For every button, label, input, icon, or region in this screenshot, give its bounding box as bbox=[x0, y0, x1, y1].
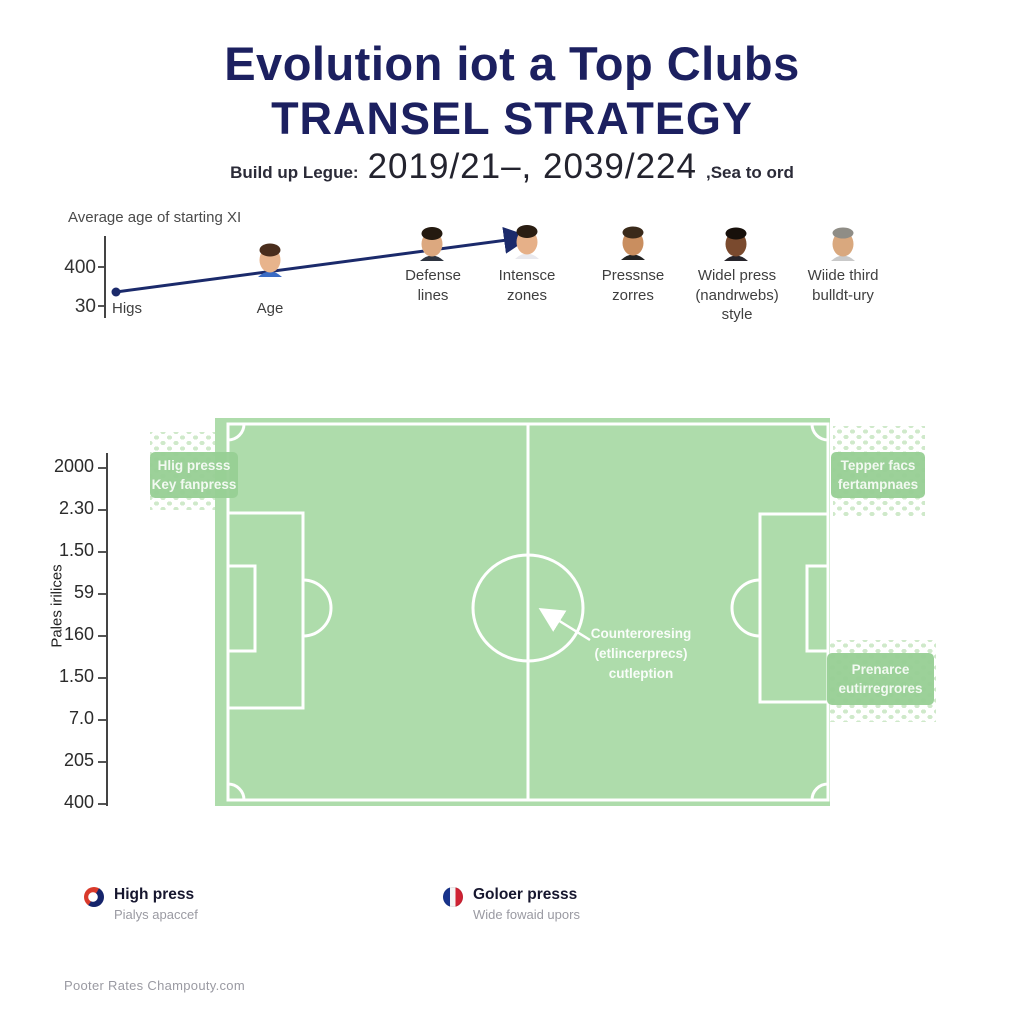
pitch-label-line: eutirregrores bbox=[838, 681, 923, 696]
pitch-ytick: 1.50 bbox=[58, 540, 94, 560]
milestone-label: Wiide third bulldt-ury bbox=[808, 266, 879, 305]
top-chart-axis-label: Average age of starting XI bbox=[68, 209, 242, 226]
goal-area-right bbox=[805, 564, 830, 653]
pitch-label-line: fertampnaes bbox=[837, 477, 919, 492]
player-head-icon bbox=[258, 243, 282, 277]
tick-mark bbox=[98, 467, 106, 469]
subtitle-prefix: Build up Legue: bbox=[230, 163, 359, 182]
pitch-ytick: 2000 bbox=[53, 456, 94, 476]
pitch-lines bbox=[226, 422, 830, 802]
tick-mark bbox=[98, 761, 106, 763]
subtitle-seasons: 2019/21–, 2039/224 bbox=[367, 147, 697, 186]
corner-arc bbox=[810, 782, 829, 801]
x-label-age: Age bbox=[256, 300, 284, 317]
subtitle-suffix: ,Sea to ord bbox=[706, 163, 794, 182]
subtitle: Build up Legue: 2019/21–, 2039/224 ,Sea … bbox=[0, 147, 1024, 187]
milestone-line: Pressnse bbox=[601, 267, 665, 284]
player-head-icon bbox=[724, 227, 748, 261]
milestone-line: zones bbox=[506, 286, 548, 304]
pitch-label-line: Tepper facs bbox=[840, 458, 916, 473]
tick-mark bbox=[98, 593, 106, 595]
top-chart-ytick-400: 400 bbox=[64, 257, 96, 278]
milestone-line: style bbox=[721, 306, 753, 323]
pitch-label-line: Hlig presss bbox=[157, 458, 231, 473]
pitch-label-top-left: Hlig presss Key fanpress bbox=[150, 452, 238, 498]
tick-mark bbox=[98, 509, 106, 511]
penalty-arc-right bbox=[730, 578, 761, 638]
corner-arc bbox=[227, 423, 246, 442]
pitch-ytick: 59 bbox=[73, 582, 94, 602]
legend-title: High press bbox=[114, 886, 195, 903]
penalty-area-left bbox=[226, 511, 305, 710]
milestone-line: lines bbox=[417, 286, 449, 304]
trend-line-chart bbox=[111, 226, 531, 297]
player-head-icon bbox=[515, 225, 539, 259]
milestone-line: Widel press bbox=[697, 267, 777, 284]
player-head-icon bbox=[831, 227, 855, 261]
pitch-ytick: 400 bbox=[63, 792, 94, 812]
pitch-ytick: 2.30 bbox=[58, 498, 94, 518]
pitch-center-note: Counteroresing (etlincerprecs) cutleptio… bbox=[577, 624, 705, 684]
tick-mark bbox=[98, 719, 106, 721]
legend-item-goloer-press: Goloer presss Wide fowaid upors bbox=[443, 886, 580, 922]
tick-mark bbox=[98, 305, 105, 307]
legend-title: Goloer presss bbox=[473, 886, 578, 903]
player-head-icon bbox=[420, 227, 444, 261]
milestone-line: bulldt-ury bbox=[812, 286, 874, 304]
milestone-line: Defense bbox=[405, 267, 461, 284]
annotation-arrow bbox=[538, 608, 591, 642]
pitch-ytick: 7.0 bbox=[68, 708, 94, 728]
centre-circle bbox=[471, 553, 585, 663]
corner-arc bbox=[227, 782, 246, 801]
pitch-label-line: cutleption bbox=[608, 666, 674, 681]
pitch-label-line: Prenarce bbox=[851, 662, 910, 677]
crest-ball-icon bbox=[84, 887, 104, 907]
tick-mark bbox=[98, 677, 106, 679]
pitch-label-line: Counteroresing bbox=[590, 626, 692, 641]
milestone-line: Intensce bbox=[498, 267, 556, 284]
pitch-y-axis bbox=[106, 453, 108, 806]
tick-mark bbox=[98, 803, 106, 805]
football-pitch bbox=[215, 418, 830, 806]
milestone-line: (nandrwebs) bbox=[695, 286, 779, 304]
milestone-label: Intensce zones bbox=[499, 266, 556, 305]
corner-arc bbox=[810, 423, 829, 442]
legend-item-high-press: High press Pialys apaccef bbox=[84, 886, 198, 922]
pitch-label-line: (etlincerprecs) bbox=[594, 646, 688, 661]
tick-mark bbox=[98, 635, 106, 637]
pitch-label-top-right: Tepper facs fertampnaes bbox=[831, 452, 925, 498]
pitch-label-bottom-right: Prenarce eutirregrores bbox=[827, 653, 934, 705]
tick-mark bbox=[98, 266, 105, 268]
goal-area-left bbox=[226, 564, 257, 653]
player-head-icon bbox=[621, 226, 645, 260]
pitch-ytick: 205 bbox=[63, 750, 94, 770]
page-title-line2: TRANSEL STRATEGY bbox=[271, 93, 753, 144]
tricolor-roundel-icon bbox=[443, 887, 463, 907]
top-chart-y-axis bbox=[104, 236, 106, 318]
milestone-line: zorres bbox=[612, 286, 654, 304]
legend-subtitle: Wide fowaid upors bbox=[473, 907, 580, 922]
trend-start-dot bbox=[111, 287, 121, 297]
pitch-ytick: 160 bbox=[63, 624, 94, 644]
milestone-label: Pressnse zorres bbox=[602, 266, 665, 305]
milestone-line: Wiide third bbox=[807, 267, 879, 284]
tick-mark bbox=[98, 551, 106, 553]
pitch-ytick: 1.50 bbox=[58, 666, 94, 686]
legend-subtitle: Pialys apaccef bbox=[114, 907, 198, 922]
trend-line bbox=[115, 226, 531, 294]
penalty-arc-left bbox=[302, 578, 333, 638]
page-title: Evolution iot a Top Clubs bbox=[224, 37, 800, 90]
milestone-label: Widel press (nandrwebs) style bbox=[695, 266, 778, 325]
x-label-higs: Higs bbox=[112, 300, 143, 317]
pitch-label-line: Key fanpress bbox=[151, 477, 237, 492]
top-chart-ytick-30: 30 bbox=[74, 296, 96, 317]
penalty-area-right bbox=[758, 512, 830, 704]
milestone-label: Defense lines bbox=[405, 266, 461, 305]
footer-credit: Pooter Rates Champouty.com bbox=[64, 978, 245, 993]
